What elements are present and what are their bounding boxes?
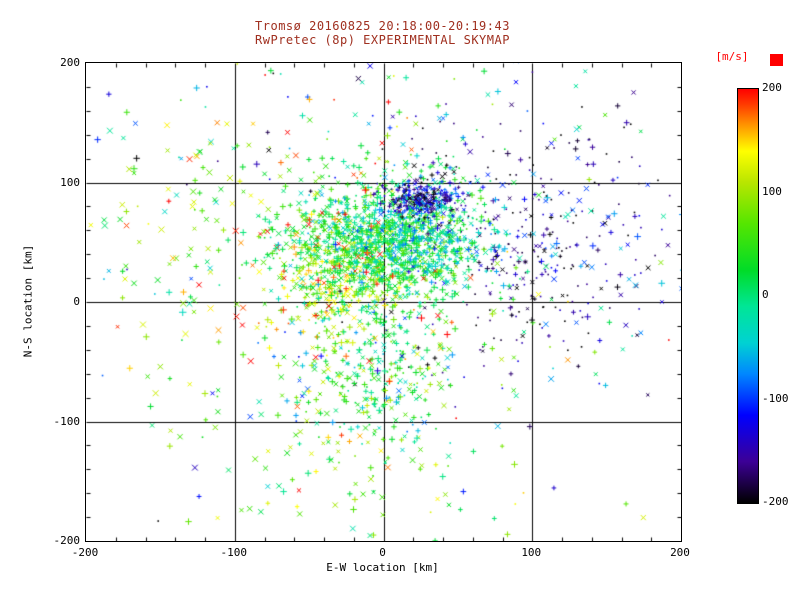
y-axis-title: N-S location [km] bbox=[21, 244, 35, 358]
x-tick-label: 0 bbox=[379, 546, 386, 559]
red-corner-marker bbox=[770, 54, 783, 66]
colorbar-tick-label: -100 bbox=[762, 391, 789, 405]
chart-subtitle: RwPretec (8p) EXPERIMENTAL SKYMAP bbox=[255, 33, 510, 47]
plot-area bbox=[85, 62, 682, 542]
skymap-canvas bbox=[86, 63, 681, 541]
colorbar-tick-label: 0 bbox=[762, 288, 769, 301]
chart-title: Tromsø 20160825 20:18:00-20:19:43 bbox=[255, 19, 510, 33]
x-tick-label: -200 bbox=[71, 546, 99, 559]
colorbar-tick-label: -200 bbox=[762, 495, 789, 508]
colorbar-tick-label: 100 bbox=[762, 184, 782, 198]
x-tick-label: 100 bbox=[521, 546, 542, 559]
y-tick-label: 0 bbox=[73, 295, 80, 308]
y-tick-label: 100 bbox=[60, 175, 80, 189]
x-tick-label: 200 bbox=[670, 546, 690, 559]
colorbar-units-label: [m/s] bbox=[715, 50, 749, 63]
y-tick-label: -100 bbox=[53, 414, 81, 428]
x-axis-title: E-W location [km] bbox=[326, 561, 439, 574]
colorbar bbox=[737, 88, 759, 504]
colorbar-tick-label: 200 bbox=[762, 81, 782, 94]
x-tick-label: -100 bbox=[220, 546, 248, 559]
y-tick-label: 200 bbox=[60, 56, 80, 69]
y-tick-label: -200 bbox=[53, 534, 81, 547]
